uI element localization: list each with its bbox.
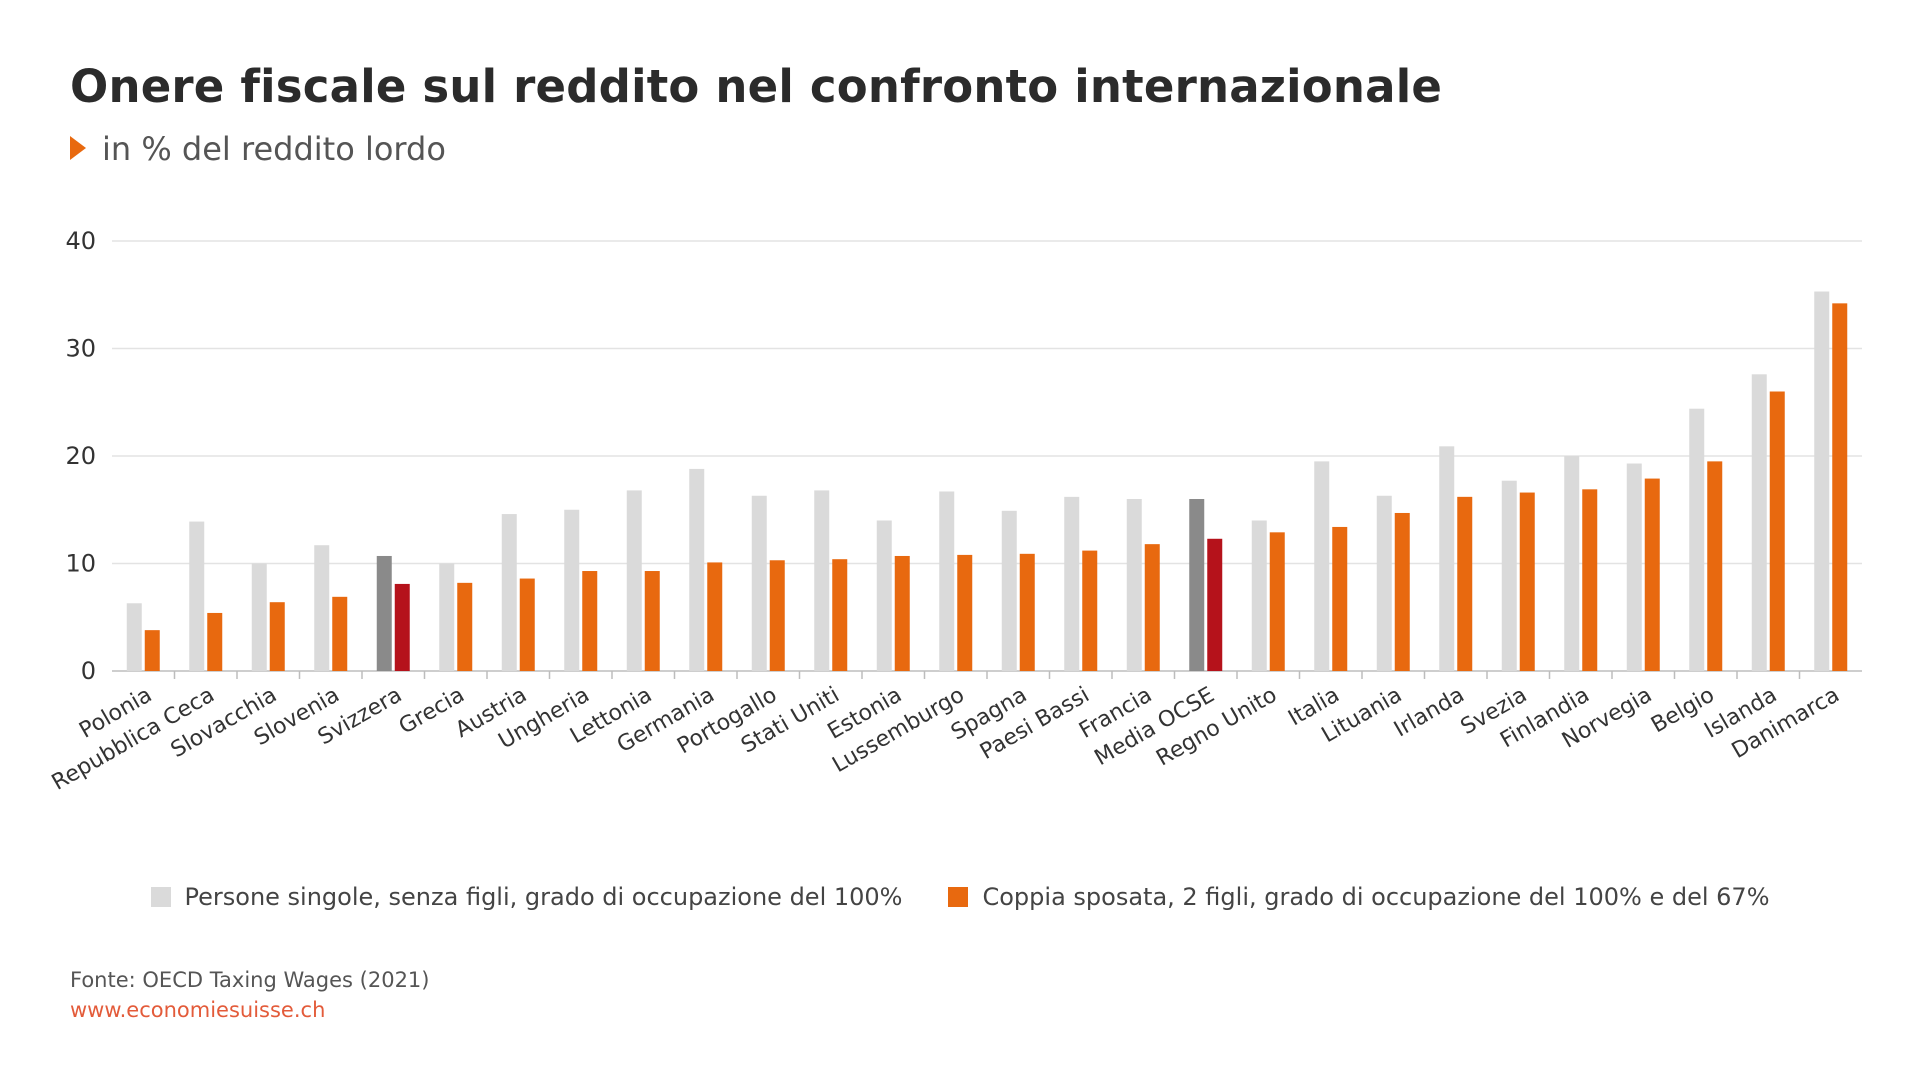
legend: Persone singole, senza figli, grado di o… (0, 883, 1920, 911)
y-tick-label: 20 (65, 442, 96, 470)
bar-couple (707, 562, 723, 671)
bar-couple (1269, 532, 1285, 671)
bar-single (1314, 461, 1330, 671)
bar-couple (832, 559, 848, 671)
bar-single (376, 555, 392, 671)
bar-single (1439, 446, 1455, 671)
bar-single (876, 520, 892, 671)
bar-couple (1394, 512, 1410, 671)
subtitle-text: in % del reddito lordo (102, 130, 446, 168)
bar-couple (582, 571, 598, 671)
bar-couple (769, 560, 785, 671)
bar-single (939, 491, 955, 671)
bar-couple (1019, 553, 1035, 671)
bar-couple (332, 596, 348, 671)
bar-couple (1457, 496, 1473, 671)
y-tick-label: 40 (65, 227, 96, 255)
bar-single (1189, 499, 1205, 671)
bar-couple (644, 571, 660, 671)
bar-single (1501, 480, 1517, 671)
legend-swatch-couple (948, 887, 969, 907)
bar-single (814, 490, 830, 671)
bar-couple (1644, 478, 1660, 671)
bar-single (1689, 408, 1705, 671)
bar-couple (1582, 489, 1598, 671)
source-note: Fonte: OECD Taxing Wages (2021) (70, 968, 430, 992)
bar-single (1126, 499, 1142, 671)
bar-couple (519, 578, 535, 671)
legend-label-single: Persone singole, senza figli, grado di o… (184, 883, 903, 911)
website-link[interactable]: www.economiesuisse.ch (70, 998, 326, 1022)
triangle-arrow-icon (70, 136, 86, 160)
bar-single (689, 468, 705, 671)
bar-single (314, 545, 330, 671)
x-tick-label: Irlanda (1390, 683, 1469, 743)
y-tick-label: 0 (81, 657, 96, 685)
bar-single (126, 603, 142, 671)
bar-single (1751, 374, 1767, 671)
bar-couple (1832, 303, 1848, 671)
bar-single (564, 509, 580, 671)
chart-title: Onere fiscale sul reddito nel confronto … (70, 60, 1443, 113)
bar-couple (1332, 526, 1348, 671)
bar-single (1814, 291, 1830, 671)
y-tick-label: 10 (65, 550, 96, 578)
bar-couple (1144, 544, 1160, 671)
bar-couple (957, 554, 973, 671)
y-tick-label: 30 (65, 335, 96, 363)
bar-couple (1519, 492, 1535, 671)
bar-single (251, 563, 267, 671)
bar-couple (1707, 461, 1723, 671)
bar-single (1251, 520, 1267, 671)
bar-couple (1207, 538, 1223, 671)
bar-couple (207, 612, 223, 671)
legend-label-couple: Coppia sposata, 2 figli, grado di occupa… (982, 883, 1770, 911)
bar-couple (894, 555, 910, 671)
bar-single (1001, 510, 1017, 671)
legend-item-single: Persone singole, senza figli, grado di o… (150, 883, 903, 911)
bar-single (626, 490, 642, 671)
bar-single (1376, 495, 1392, 671)
bar-single (1626, 463, 1642, 671)
chart-subtitle: in % del reddito lordo (70, 130, 446, 168)
bar-single (1064, 496, 1080, 671)
bar-couple (457, 582, 473, 671)
bar-single (189, 521, 205, 671)
bar-couple (269, 602, 285, 671)
legend-item-couple: Coppia sposata, 2 figli, grado di occupa… (948, 883, 1770, 911)
bar-single (1564, 456, 1580, 671)
bar-couple (394, 583, 410, 671)
bar-single (751, 495, 767, 671)
bar-single (439, 563, 455, 671)
legend-swatch-single (150, 887, 171, 907)
bar-couple (1769, 391, 1785, 671)
bar-couple (144, 630, 160, 671)
bar-single (501, 514, 517, 671)
bar-couple (1082, 550, 1098, 671)
